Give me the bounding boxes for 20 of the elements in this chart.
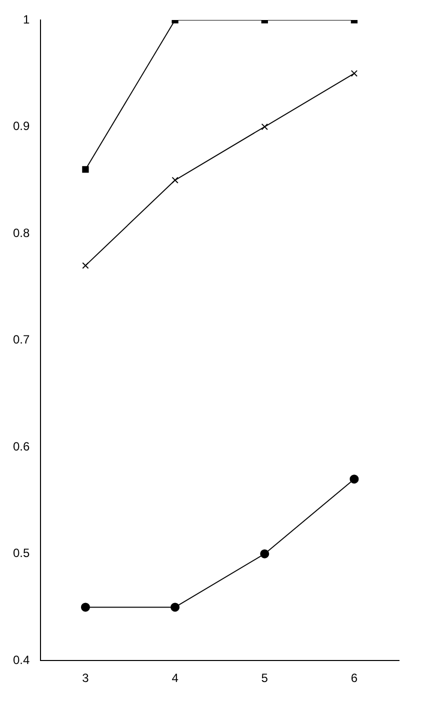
y-tick-label: 1 <box>22 12 30 26</box>
point <box>82 166 89 173</box>
point <box>172 176 178 184</box>
y-tick-label: 0.7 <box>12 332 30 347</box>
x-tick-label: 3 <box>82 671 90 686</box>
y-tick-label: 0.6 <box>12 439 30 454</box>
y-tick-label: 0.8 <box>12 226 30 240</box>
point <box>261 123 268 130</box>
point <box>350 474 359 484</box>
point <box>350 70 358 77</box>
point <box>260 549 270 558</box>
point <box>80 602 90 612</box>
x-tick-label: 4 <box>172 671 179 686</box>
x-tick-label: 5 <box>261 671 268 686</box>
point <box>170 602 180 612</box>
x-tick-label: 6 <box>350 671 358 686</box>
y-tick-label: 0.9 <box>12 119 30 134</box>
point <box>82 262 89 269</box>
y-tick-label: 0.5 <box>12 546 30 560</box>
y-tick-label: 0.4 <box>12 652 30 667</box>
